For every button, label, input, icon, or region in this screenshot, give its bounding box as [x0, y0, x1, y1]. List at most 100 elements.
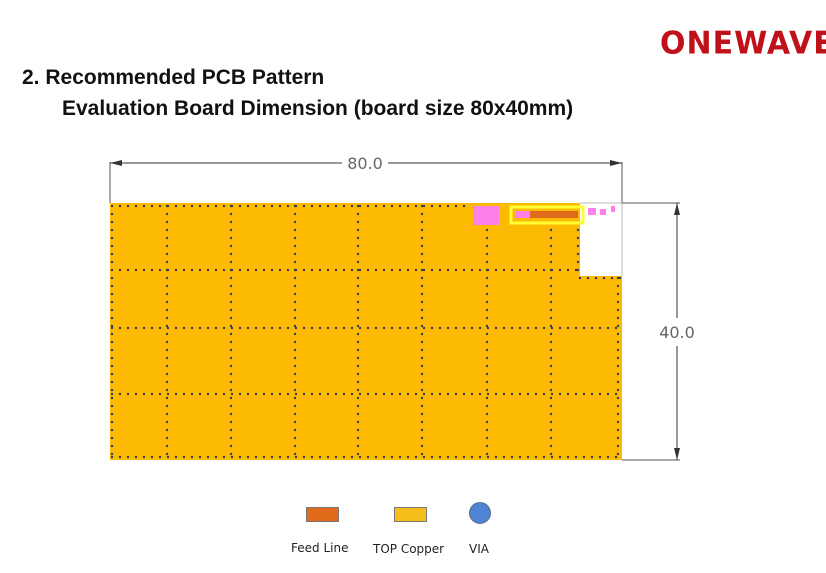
via-dot: [406, 455, 410, 459]
via-dot: [229, 356, 233, 360]
via-dot: [485, 236, 489, 240]
via-dot: [126, 268, 130, 272]
via-dot: [326, 455, 330, 459]
via-dot: [229, 444, 233, 448]
via-dot: [420, 212, 424, 216]
via-dot: [165, 396, 169, 400]
via-dot: [356, 324, 360, 328]
via-dot: [390, 455, 394, 459]
via-dot: [190, 326, 194, 330]
feed-line-highlight: [509, 205, 585, 225]
via-dot: [150, 204, 154, 208]
via-dot: [549, 396, 553, 400]
via-dot: [190, 268, 194, 272]
via-dot: [356, 252, 360, 256]
via-dot: [438, 392, 442, 396]
via-dot: [182, 268, 186, 272]
via-dot: [558, 268, 562, 272]
via-dot: [446, 268, 450, 272]
via-dot: [616, 348, 620, 352]
via-dot: [494, 392, 498, 396]
via-dot: [118, 204, 122, 208]
via-dot: [174, 268, 178, 272]
via-dot: [616, 444, 620, 448]
via-dot: [616, 404, 620, 408]
via-dot: [576, 252, 580, 256]
via-dot: [110, 388, 114, 392]
via-dot: [110, 428, 114, 432]
via-dot: [486, 326, 490, 330]
via-dot: [382, 326, 386, 330]
via-dot: [356, 444, 360, 448]
via-dot: [165, 436, 169, 440]
via-dot: [110, 356, 114, 360]
via-dot: [485, 268, 489, 272]
via-dot: [486, 392, 490, 396]
via-dot: [229, 332, 233, 336]
via-dot: [238, 392, 242, 396]
via-dot: [142, 326, 146, 330]
via-dot: [110, 316, 114, 320]
via-dot: [238, 204, 242, 208]
via-dot: [254, 455, 258, 459]
via-dot: [398, 268, 402, 272]
via-dot: [206, 455, 210, 459]
via-dot: [214, 455, 218, 459]
via-dot: [420, 300, 424, 304]
via-dot: [614, 455, 618, 459]
via-dot: [420, 428, 424, 432]
via-dot: [278, 392, 282, 396]
via-dot: [616, 308, 620, 312]
via-dot: [598, 326, 602, 330]
via-dot: [420, 324, 424, 328]
via-dot: [616, 364, 620, 368]
via-dot: [126, 392, 130, 396]
via-dot: [190, 455, 194, 459]
via-dot: [270, 268, 274, 272]
via-dot: [293, 380, 297, 384]
via-dot: [134, 268, 138, 272]
via-dot: [350, 268, 354, 272]
via-dot: [174, 204, 178, 208]
via-dot: [150, 455, 154, 459]
via-dot: [158, 268, 162, 272]
via-dot: [134, 326, 138, 330]
via-dot: [110, 244, 114, 248]
via-dot: [110, 364, 114, 368]
via-dot: [549, 324, 553, 328]
via-dot: [198, 268, 202, 272]
via-dot: [293, 300, 297, 304]
via-dot: [356, 244, 360, 248]
via-dot: [293, 244, 297, 248]
via-dot: [246, 326, 250, 330]
via-dot: [485, 372, 489, 376]
via-dot: [293, 356, 297, 360]
via-dot: [420, 444, 424, 448]
via-dot: [382, 455, 386, 459]
via-dot: [420, 412, 424, 416]
via-dot: [110, 326, 114, 330]
via-dot: [382, 392, 386, 396]
via-dot: [420, 236, 424, 240]
via-dot: [616, 324, 620, 328]
via-dot: [558, 326, 562, 330]
via-dot: [616, 284, 620, 288]
via-dot: [526, 268, 530, 272]
via-dot: [334, 204, 338, 208]
via-dot: [142, 268, 146, 272]
via-dot: [430, 392, 434, 396]
via-dot: [590, 455, 594, 459]
via-dot: [356, 332, 360, 336]
via-dot: [110, 332, 114, 336]
via-dot: [578, 276, 582, 280]
via-dot: [165, 372, 169, 376]
via-dot: [134, 204, 138, 208]
via-dot: [414, 392, 418, 396]
via-dot: [238, 455, 242, 459]
via-dot: [356, 260, 360, 264]
via-dot: [110, 396, 114, 400]
legend-swatch-top-copper: [394, 507, 427, 522]
via-dot: [420, 372, 424, 376]
via-dot: [422, 455, 426, 459]
via-dot: [566, 326, 570, 330]
